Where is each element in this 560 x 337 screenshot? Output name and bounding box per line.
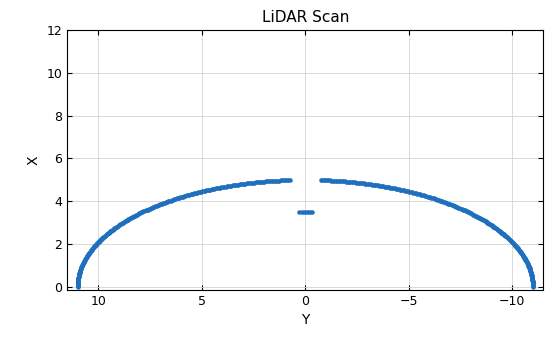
X-axis label: Y: Y	[301, 313, 309, 327]
Y-axis label: X: X	[27, 155, 41, 165]
Title: LiDAR Scan: LiDAR Scan	[262, 10, 349, 25]
